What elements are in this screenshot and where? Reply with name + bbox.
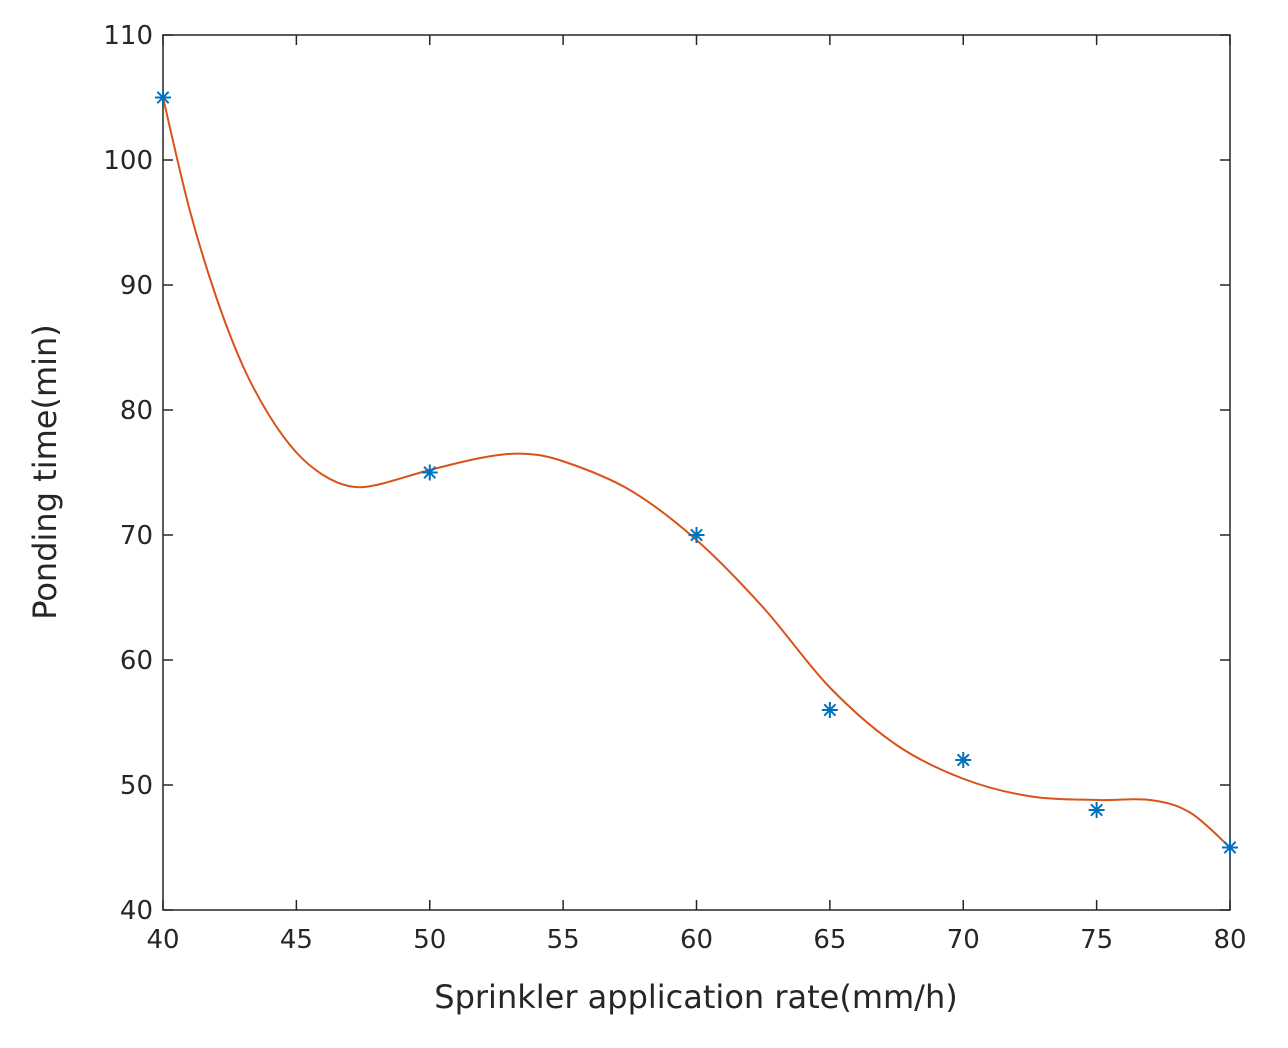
y-tick-label: 100 — [103, 146, 153, 176]
y-tick-label: 60 — [120, 646, 153, 676]
data-point — [1088, 802, 1105, 818]
y-tick-label: 50 — [120, 771, 153, 801]
x-tick-label: 75 — [1080, 925, 1113, 955]
x-tick-label: 60 — [680, 925, 713, 955]
x-tick-label: 80 — [1213, 925, 1246, 955]
y-tick-label: 40 — [120, 896, 153, 926]
x-tick-label: 40 — [146, 925, 179, 955]
x-tick-label: 50 — [413, 925, 446, 955]
y-tick-label: 110 — [103, 21, 153, 51]
data-point — [155, 89, 171, 106]
data-point — [821, 702, 838, 718]
x-tick-label: 70 — [947, 925, 980, 955]
data-point — [421, 464, 438, 481]
y-tick-label: 90 — [120, 271, 153, 301]
data-point — [1222, 839, 1238, 856]
fit-curve — [162, 97, 1231, 849]
x-tick-label: 65 — [813, 925, 846, 955]
y-tick-label: 70 — [120, 521, 153, 551]
x-axis-label: Sprinkler application rate(mm/h) — [434, 978, 957, 1016]
plot-frame — [162, 34, 1231, 911]
data-point — [688, 527, 705, 543]
y-axis-label: Ponding time(min) — [26, 324, 64, 620]
y-tick-label: 80 — [120, 396, 153, 426]
x-tick-label: 55 — [547, 925, 580, 955]
data-point — [955, 752, 972, 768]
x-tick-label: 45 — [280, 925, 313, 955]
